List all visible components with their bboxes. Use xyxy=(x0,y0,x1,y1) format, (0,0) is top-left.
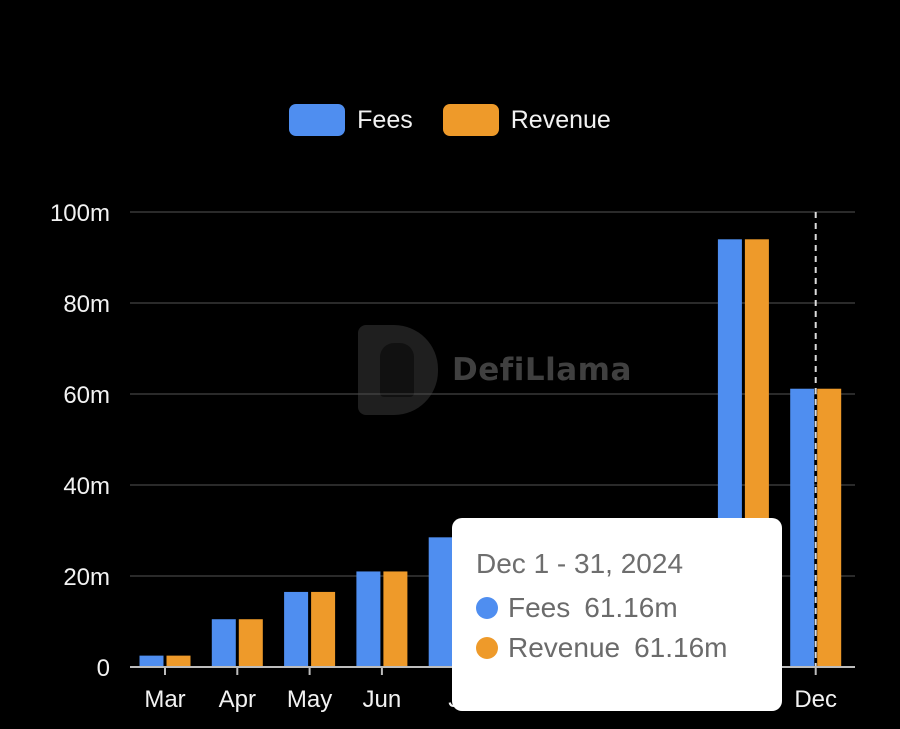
x-tick-label: Mar xyxy=(144,686,185,713)
bar-revenue-mar xyxy=(166,655,191,667)
y-tick-label: 100m xyxy=(50,200,110,227)
tooltip-dot-fees xyxy=(476,597,498,619)
y-tick-label: 0 xyxy=(97,655,110,682)
watermark-text: DefiLlama xyxy=(452,352,632,388)
y-tick-label: 60m xyxy=(63,382,110,409)
tooltip-row-fees: Fees 61.16m xyxy=(476,592,782,624)
legend-swatch-fees xyxy=(289,104,346,136)
bar-fees-may xyxy=(284,591,309,667)
legend-swatch-revenue xyxy=(442,104,499,136)
bar-fees-jul xyxy=(428,537,453,667)
tooltip-value-revenue: 61.16m xyxy=(634,632,728,663)
x-tick-label: May xyxy=(287,686,332,713)
llama-logo-icon xyxy=(358,325,438,415)
legend-item-fees[interactable]: Fees xyxy=(289,104,413,136)
legend: Fees Revenue xyxy=(0,104,900,136)
x-tick-label: Apr xyxy=(219,686,256,713)
tooltip-title: Dec 1 - 31, 2024 xyxy=(476,548,684,579)
watermark: DefiLlama xyxy=(358,325,632,415)
legend-label-fees: Fees xyxy=(357,105,413,134)
bar-fees-mar xyxy=(139,655,164,667)
tooltip-label-fees: Fees xyxy=(508,592,571,623)
bar-fees-jun xyxy=(356,571,381,667)
bar-revenue-may xyxy=(311,591,336,667)
tooltip-row-revenue: Revenue 61.16m xyxy=(476,632,782,664)
tooltip-dot-revenue xyxy=(476,637,498,659)
tooltip-label-revenue: Revenue xyxy=(508,632,621,663)
x-tick-label: Jun xyxy=(363,686,402,713)
y-tick-label: 20m xyxy=(63,564,110,591)
y-tick-label: 80m xyxy=(63,291,110,318)
bar-revenue-dec xyxy=(817,388,842,667)
tooltip-value-fees: 61.16m xyxy=(584,592,678,623)
y-tick-label: 40m xyxy=(63,473,110,500)
bar-fees-dec xyxy=(790,388,815,667)
chart-tooltip: Dec 1 - 31, 2024 Fees 61.16m Revenue 61.… xyxy=(452,518,782,711)
legend-item-revenue[interactable]: Revenue xyxy=(442,104,611,136)
bar-revenue-apr xyxy=(238,619,263,667)
bar-revenue-jun xyxy=(383,571,408,667)
legend-label-revenue: Revenue xyxy=(510,105,611,134)
x-tick-label: Dec xyxy=(794,686,837,713)
bar-fees-apr xyxy=(211,619,236,667)
